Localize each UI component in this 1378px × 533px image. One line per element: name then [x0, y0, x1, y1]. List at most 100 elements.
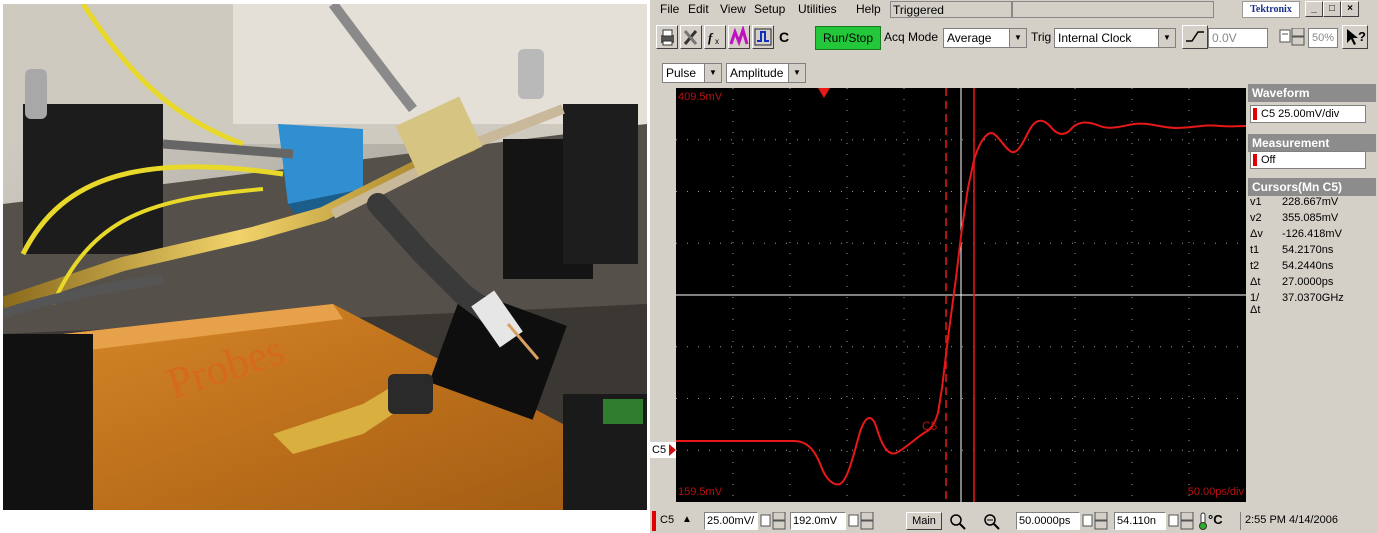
channel-color-swatch [652, 511, 656, 531]
waveform-display[interactable]: 409.5mV 159.5mV 50.00ps/div C5 [676, 88, 1246, 502]
view-main-label: Main [912, 515, 936, 527]
channel-label: C5 [660, 514, 675, 526]
top-level-label: 409.5mV [678, 91, 723, 103]
channel-level-marker[interactable]: C5 [650, 442, 676, 458]
cursor-key: v2 [1250, 212, 1262, 224]
acq-mode-value: Average [947, 31, 992, 45]
trig-source-select[interactable]: Internal Clock ▼ [1054, 28, 1176, 48]
clear-data-button[interactable]: C [778, 29, 790, 45]
vertical-scale-spinner-icon[interactable] [760, 511, 788, 530]
acq-mode-label: Acq Mode [884, 30, 939, 44]
maximize-button[interactable]: □ [1323, 1, 1341, 17]
vertical-offset-value: 192.0mV [793, 515, 838, 527]
zoom-field[interactable]: 50% [1308, 28, 1338, 48]
status-bar: C5 ▲ 25.00mV/ 192.0mV Main 50.0000ps 54.… [650, 509, 1378, 533]
trigger-slope-icon[interactable] [1182, 25, 1208, 49]
measurement-category-value: Pulse [666, 66, 697, 80]
cursor-key: 1/Δt [1250, 292, 1261, 316]
waveform-selector[interactable]: C5 25.00mV/div [1250, 105, 1366, 123]
menu-utilities[interactable]: Utilities [798, 2, 837, 16]
measurement-type-value: Amplitude [730, 66, 784, 80]
oscilloscope-window: File Edit View Setup Utilities Help Trig… [650, 0, 1378, 533]
marker-arrow-icon [669, 444, 676, 456]
trig-source-value: Internal Clock [1058, 31, 1132, 45]
chevron-down-icon: ▼ [1009, 29, 1026, 47]
status-field [1012, 1, 1214, 18]
zoom-out-icon[interactable] [982, 512, 1002, 530]
waveform-color-icon[interactable] [728, 24, 750, 49]
svg-text:?: ? [1358, 29, 1366, 44]
zoom-value: 50% [1312, 32, 1335, 44]
measurement-header: Measurement [1248, 134, 1376, 152]
waveform-header: Waveform [1248, 84, 1376, 102]
tools-icon[interactable] [680, 25, 702, 49]
horizontal-position-spinner-icon[interactable] [1168, 511, 1196, 530]
cursor-value: 54.2440ns [1282, 260, 1334, 272]
measurement-selector[interactable]: Off [1250, 151, 1366, 169]
cursor-key: Δv [1250, 228, 1263, 240]
cursor-value: 27.0000ps [1282, 276, 1334, 288]
zoom-in-icon[interactable] [948, 512, 968, 530]
view-main-button[interactable]: Main [906, 512, 942, 530]
menu-file[interactable]: File [660, 2, 680, 16]
cursor-key: t2 [1250, 260, 1260, 272]
trigger-position-marker [818, 88, 830, 98]
trace-color-swatch [1253, 108, 1257, 120]
acq-mode-select[interactable]: Average ▼ [943, 28, 1027, 48]
close-button[interactable]: × [1341, 1, 1359, 17]
cursor-value: 54.2170ns [1282, 244, 1334, 256]
autoset-icon[interactable] [752, 25, 774, 49]
trigger-level-value: 0.0V [1212, 31, 1237, 45]
temperature-unit: °C [1208, 512, 1223, 527]
svg-text:x: x [715, 37, 719, 46]
bottom-level-label: 159.5mV [678, 486, 723, 498]
measurement-category-select[interactable]: Pulse ▼ [662, 63, 722, 83]
measurement-selector-value: Off [1261, 154, 1276, 166]
menu-edit[interactable]: Edit [688, 2, 709, 16]
cursor-value: 37.0370GHz [1282, 292, 1344, 304]
vertical-scale-field[interactable]: 25.00mV/ [704, 512, 758, 530]
chevron-up-icon[interactable]: ▲ [682, 514, 692, 525]
svg-text:f: f [708, 30, 714, 45]
vertical-offset-spinner-icon[interactable] [848, 511, 876, 530]
chevron-down-icon: ▼ [788, 64, 805, 82]
thermometer-icon [1198, 512, 1208, 530]
trace-color-swatch [1253, 154, 1257, 166]
trigger-level-field[interactable]: 0.0V [1208, 28, 1268, 48]
horizontal-position-value: 54.110n [1117, 515, 1156, 527]
date-time-value: 2:55 PM 4/14/2006 [1245, 514, 1338, 526]
minimize-button[interactable]: _ [1305, 1, 1323, 17]
chevron-down-icon: ▼ [1158, 29, 1175, 47]
trig-label: Trig [1031, 30, 1052, 44]
cursor-value: -126.418mV [1282, 228, 1342, 240]
channel-marker-label: C5 [922, 419, 938, 433]
vertical-offset-field[interactable]: 192.0mV [790, 512, 846, 530]
acquisition-status: Triggered [890, 1, 1012, 18]
spinner-icon[interactable] [1278, 27, 1306, 46]
waveform-graticule [676, 88, 1246, 502]
print-icon[interactable] [656, 25, 678, 49]
horizontal-scale-field[interactable]: 50.0000ps [1016, 512, 1080, 530]
run-stop-button[interactable]: Run/Stop [815, 26, 881, 50]
brand-logo: Tektronix [1242, 1, 1300, 18]
horizontal-scale-spinner-icon[interactable] [1082, 511, 1110, 530]
horizontal-scale-value: 50.0000ps [1019, 515, 1071, 527]
cursor-value: 355.085mV [1282, 212, 1339, 224]
cursor-value: 228.667mV [1282, 196, 1339, 208]
date-time: 2:55 PM 4/14/2006 [1240, 512, 1376, 530]
measurement-type-select[interactable]: Amplitude ▼ [726, 63, 806, 83]
menu-help[interactable]: Help [856, 2, 881, 16]
probe-setup-photo: Probes [3, 4, 647, 510]
side-panel: Waveform C5 25.00mV/div Measurement Off … [1248, 84, 1376, 502]
menu-setup[interactable]: Setup [754, 2, 786, 16]
cursor-key: v1 [1250, 196, 1262, 208]
help-pointer-icon[interactable]: ? [1342, 25, 1368, 49]
acquisition-status-text: Triggered [893, 3, 944, 17]
cursors-header: Cursors(Mn C5) [1248, 178, 1376, 196]
menu-bar: File Edit View Setup Utilities Help Trig… [650, 0, 1378, 18]
menu-view[interactable]: View [720, 2, 746, 16]
chevron-down-icon: ▼ [704, 64, 721, 82]
horizontal-position-field[interactable]: 54.110n [1114, 512, 1166, 530]
